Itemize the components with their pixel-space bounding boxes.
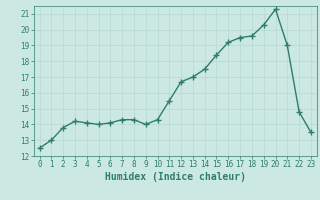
X-axis label: Humidex (Indice chaleur): Humidex (Indice chaleur)	[105, 172, 246, 182]
